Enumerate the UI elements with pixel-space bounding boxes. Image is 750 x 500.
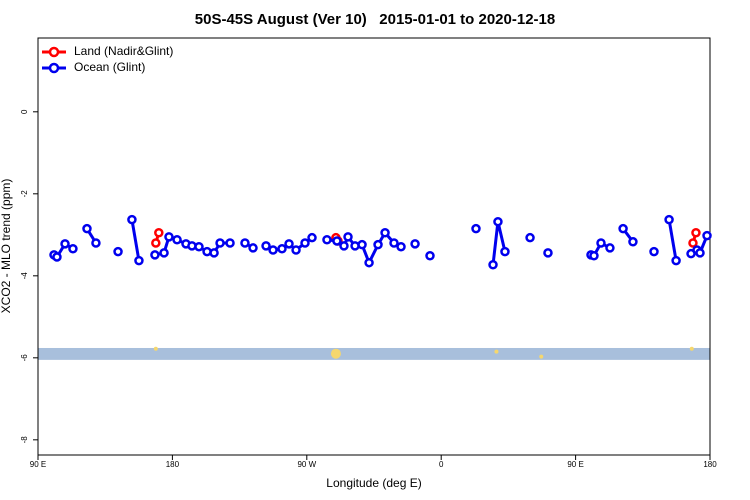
data-point: [410, 239, 420, 249]
data-point: [225, 238, 235, 248]
y-axis-label: XCO2 - MLO trend (ppm): [0, 179, 13, 314]
data-point: [389, 238, 399, 248]
highlight: [689, 346, 694, 351]
data-point: [543, 248, 553, 258]
x-axis-label: Longitude (deg E): [326, 476, 421, 490]
data-point: [159, 248, 169, 258]
data-point: [209, 248, 219, 258]
legend-label: Ocean (Glint): [74, 60, 145, 74]
data-point: [425, 250, 435, 261]
data-point: [380, 228, 390, 238]
data-point: [248, 243, 258, 253]
y-tick-label: -2: [20, 190, 29, 198]
y-tick-label: 0: [20, 109, 29, 114]
highlight: [539, 354, 544, 359]
data-point: [664, 214, 674, 225]
data-point: [68, 244, 78, 254]
data-point: [628, 237, 638, 247]
data-point: [396, 241, 406, 252]
data-point: [343, 232, 353, 242]
data-point: [364, 257, 374, 268]
data-point: [261, 241, 271, 251]
data-point: [596, 238, 606, 248]
x-tick-label: 0: [439, 460, 444, 469]
data-point: [471, 223, 481, 234]
y-tick-label: -8: [20, 436, 29, 444]
data-point: [268, 245, 278, 255]
highlight: [494, 349, 499, 354]
data-point: [307, 232, 317, 243]
series-line: [491, 221, 507, 265]
data-point: [649, 246, 659, 257]
highlight: [330, 348, 341, 359]
data-point: [194, 241, 204, 252]
data-point: [60, 239, 70, 249]
x-tick-label: 180: [703, 460, 717, 469]
x-tick-label: 90 W: [297, 460, 316, 469]
data-point: [373, 239, 383, 250]
data-point: [702, 230, 712, 241]
data-point: [695, 248, 705, 258]
data-point: [291, 245, 301, 255]
data-point: [127, 214, 137, 225]
data-point: [150, 250, 160, 260]
highlight: [153, 346, 158, 351]
data-point: [300, 238, 310, 248]
data-point: [52, 252, 62, 262]
legend-label: Land (Nadir&Glint): [74, 44, 173, 58]
data-point: [277, 244, 287, 254]
data-point: [215, 238, 225, 248]
series-line: [667, 219, 678, 261]
data-point: [91, 238, 101, 248]
data-point: [172, 234, 182, 245]
data-point: [500, 246, 510, 257]
series-line: [130, 219, 141, 261]
legend-marker: [48, 62, 60, 74]
data-point: [332, 236, 342, 246]
y-tick-label: -6: [20, 354, 29, 362]
data-point: [151, 238, 161, 248]
chart-title: 50S-45S August (Ver 10) 2015-01-01 to 20…: [195, 11, 555, 28]
x-tick-label: 90 E: [567, 460, 583, 469]
data-point: [525, 232, 535, 243]
data-point: [357, 239, 367, 250]
data-point: [493, 216, 503, 227]
data-point: [240, 238, 250, 248]
data-point: [618, 223, 628, 234]
data-point: [691, 228, 701, 238]
data-point: [284, 239, 294, 249]
y-tick-label: -4: [20, 272, 29, 280]
data-point: [113, 246, 123, 257]
x-tick-label: 90 E: [30, 460, 46, 469]
x-tick-label: 180: [166, 460, 180, 469]
data-point: [589, 250, 599, 261]
legend-marker: [48, 46, 60, 58]
data-point: [134, 255, 144, 266]
data-point: [164, 232, 174, 242]
data-point: [605, 243, 615, 253]
band: [38, 347, 710, 360]
data-point: [688, 238, 698, 248]
plot-frame: [37, 37, 711, 456]
data-point: [322, 234, 332, 245]
data-point: [671, 255, 681, 266]
data-point: [339, 241, 349, 251]
data-point: [82, 223, 92, 234]
data-point: [488, 259, 498, 270]
data-point: [154, 228, 164, 238]
